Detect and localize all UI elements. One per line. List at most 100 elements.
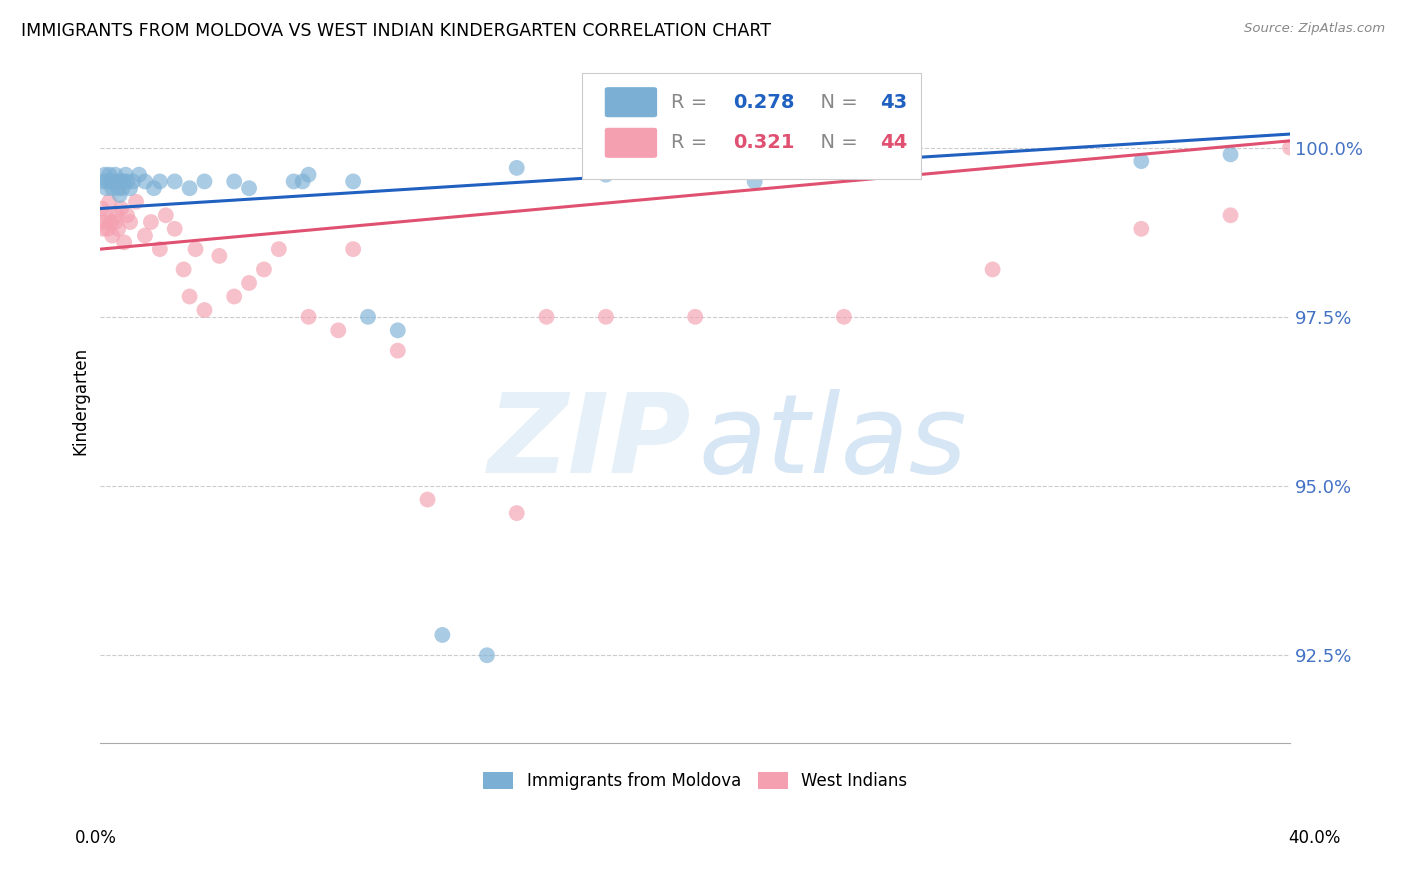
Text: R =: R = [672,133,714,153]
Text: IMMIGRANTS FROM MOLDOVA VS WEST INDIAN KINDERGARTEN CORRELATION CHART: IMMIGRANTS FROM MOLDOVA VS WEST INDIAN K… [21,22,770,40]
Point [110,202,132,216]
Point [981,262,1004,277]
Point [105,174,128,188]
Text: atlas: atlas [699,389,967,496]
Point [139,215,162,229]
Point [744,174,766,188]
Point [291,174,314,188]
Point [173,262,195,277]
Point [832,310,855,324]
Text: R =: R = [672,93,714,112]
Point [683,310,706,324]
Point [506,161,529,175]
Point [114,168,136,182]
Point [179,289,201,303]
Legend: Immigrants from Moldova, West Indians: Immigrants from Moldova, West Indians [477,765,914,797]
Point [163,222,186,236]
Point [1130,222,1153,236]
Point [536,310,558,324]
Point [90,202,112,216]
FancyBboxPatch shape [582,73,921,179]
Point [134,228,156,243]
Point [654,154,676,169]
Point [297,168,319,182]
Point [115,174,138,188]
Point [134,174,156,188]
Point [103,174,125,188]
Point [111,181,134,195]
Point [357,310,380,324]
Point [115,208,138,222]
Point [475,648,498,663]
Point [142,181,165,195]
Point [122,174,145,188]
Point [432,628,454,642]
Point [120,181,142,195]
Point [238,181,260,195]
Point [297,310,319,324]
Point [101,181,124,195]
Point [94,215,117,229]
Point [112,174,135,188]
Point [107,181,129,195]
Point [105,208,128,222]
Point [120,215,142,229]
Point [100,215,122,229]
Point [108,188,131,202]
Point [224,174,246,188]
Point [683,161,706,175]
Text: Source: ZipAtlas.com: Source: ZipAtlas.com [1244,22,1385,36]
Point [1279,140,1302,154]
Point [328,323,350,337]
Point [163,174,186,188]
Point [283,174,305,188]
Point [96,181,118,195]
Point [98,168,121,182]
Point [193,174,215,188]
Point [112,235,135,250]
Point [184,242,207,256]
Point [101,228,124,243]
Text: 44: 44 [880,133,907,153]
Point [416,492,439,507]
Point [595,168,617,182]
Point [97,222,120,236]
Text: ZIP: ZIP [488,389,692,496]
Point [506,506,529,520]
Point [342,242,364,256]
Point [100,174,122,188]
Point [91,222,114,236]
Point [1219,208,1241,222]
Point [253,262,276,277]
FancyBboxPatch shape [605,87,657,117]
Point [208,249,231,263]
Point [267,242,290,256]
Point [104,168,127,182]
Point [238,276,260,290]
Point [128,168,150,182]
Point [149,242,172,256]
Point [193,303,215,318]
Point [125,194,148,209]
Point [98,194,121,209]
Point [149,174,172,188]
Point [91,174,114,188]
Text: 40.0%: 40.0% [1288,829,1341,847]
Point [96,208,118,222]
Point [155,208,177,222]
Point [387,343,409,358]
FancyBboxPatch shape [605,128,657,158]
Point [94,168,117,182]
Text: 0.0%: 0.0% [75,829,117,847]
Y-axis label: Kindergarten: Kindergarten [72,347,89,456]
Point [224,289,246,303]
Text: 0.278: 0.278 [734,93,794,112]
Point [1219,147,1241,161]
Text: 0.321: 0.321 [734,133,794,153]
Point [97,174,120,188]
Text: N =: N = [808,133,865,153]
Text: 43: 43 [880,93,907,112]
Point [1130,154,1153,169]
Point [342,174,364,188]
Point [387,323,409,337]
